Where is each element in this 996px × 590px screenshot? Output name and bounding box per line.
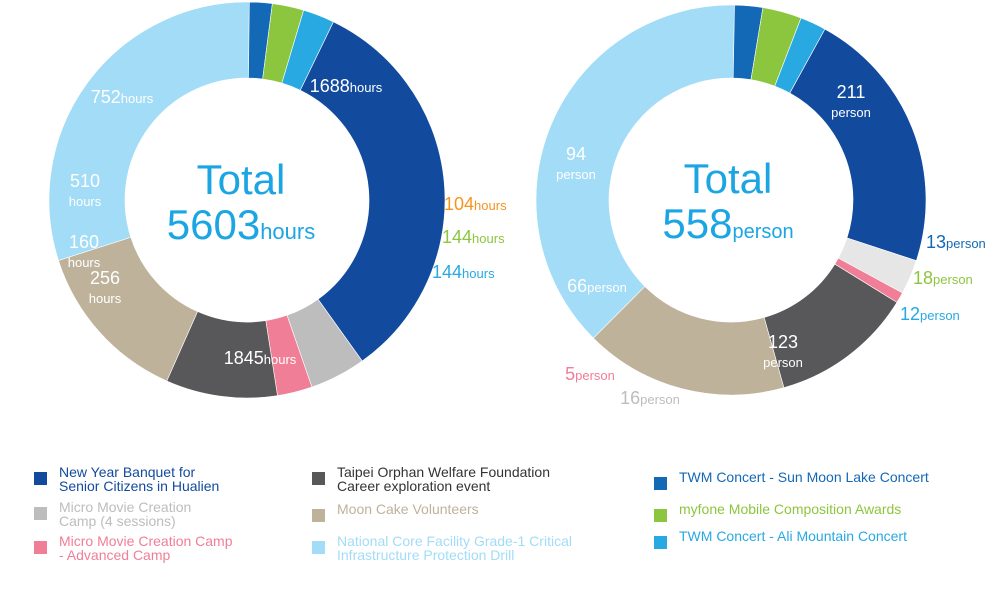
data-label: 211 person [831,82,871,120]
data-label-unit: person [831,105,871,120]
data-label-unit: person [920,308,960,323]
data-label-value: 1845 [224,348,264,368]
data-label-center: 558person [662,200,793,247]
data-label: 18person [913,268,973,288]
donut-slice [774,17,826,94]
total-value: 5603 [167,201,260,248]
data-label-value: 211 [837,82,866,102]
data-label-value: 510 [70,171,100,191]
donut-slice [48,1,250,261]
donut-slice [299,21,446,362]
data-label-unit: hours [472,231,505,246]
data-label-unit: person [556,167,596,182]
data-label: 123 person [763,332,803,370]
data-label-value: 13 [926,232,946,252]
data-label-unit: hours [474,198,507,213]
data-label-center: Total [684,155,773,202]
data-label-value: 1688 [310,76,350,96]
donut-slice [281,9,334,91]
total-value: 558 [662,200,732,247]
total-unit: person [732,221,793,243]
data-label: 94 person [556,144,596,182]
data-label: 1688hours [310,76,383,96]
data-label-unit: hours [68,255,101,270]
data-label-value: 5 [565,364,575,384]
total-label: Total [197,156,286,203]
data-label-value: 12 [900,304,920,324]
data-label-unit: hours [69,194,102,209]
data-label-unit: person [933,272,973,287]
total-unit: hours [260,219,315,244]
data-label-value: 16 [620,388,640,408]
data-label-unit: person [763,355,803,370]
data-label-value: 752 [91,87,121,107]
data-label: 104hours [444,194,507,214]
data-label-center: 5603hours [167,201,315,248]
data-label: 256 hours [89,268,122,306]
data-label-unit: person [587,280,627,295]
data-label-value: 104 [444,194,474,214]
data-label-value: 66 [567,276,587,296]
data-label-value: 160 [69,232,99,252]
donut-slice [535,4,735,339]
data-label-unit: hours [462,266,495,281]
data-label: 16person [620,388,680,408]
total-label: Total [684,155,773,202]
data-label-value: 144 [432,262,462,282]
data-label-unit: person [946,236,986,251]
data-label: 66person [567,276,627,296]
data-label-center: Total [197,156,286,203]
data-label-value: 18 [913,268,933,288]
data-label: 752hours [91,87,154,107]
data-label-unit: hours [89,291,122,306]
data-label: 144hours [432,262,495,282]
data-label-unit: hours [264,352,297,367]
data-label: 144hours [442,227,505,247]
donut-slice [789,28,927,262]
data-label-unit: hours [121,91,154,106]
data-label: 13person [926,232,986,252]
data-label-value: 123 [768,332,798,352]
data-label-value: 94 [566,144,586,164]
data-label-value: 256 [90,268,120,288]
data-label: 510 hours [69,171,102,209]
data-label: 160 hours [68,232,101,270]
data-label: 1845hours [224,348,297,368]
data-label: 5person [565,364,615,384]
data-label-value: 144 [442,227,472,247]
data-label: 12person [900,304,960,324]
data-label-unit: person [640,392,680,407]
data-label-unit: person [575,368,615,383]
data-label-unit: hours [350,80,383,95]
